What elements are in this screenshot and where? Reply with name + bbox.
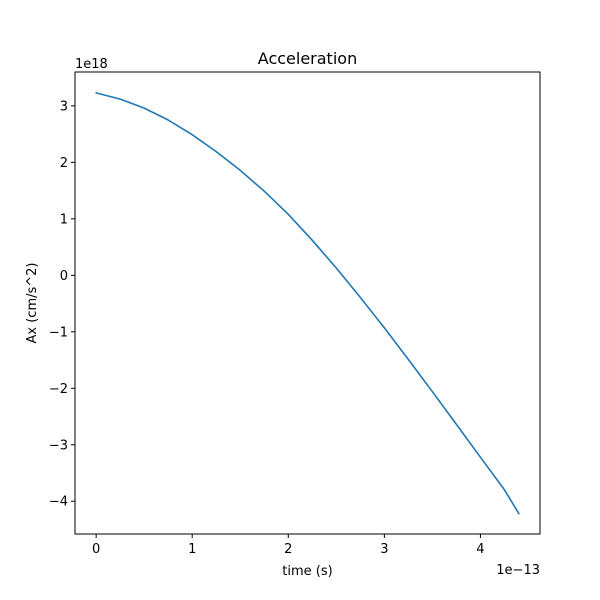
x-tick-label: 3	[380, 542, 388, 557]
y-tick-label: −4	[49, 495, 68, 510]
axes-frame	[74, 71, 541, 535]
x-offset-label: 1e−13	[496, 563, 540, 578]
y-tick-label: −3	[49, 438, 68, 453]
x-tick-label: 1	[188, 542, 196, 557]
series-line	[95, 92, 520, 515]
y-tick-label: 2	[60, 156, 68, 171]
y-axis-label: Ax (cm/s^2)	[25, 263, 40, 344]
y-offset-label: 1e18	[75, 57, 108, 72]
chart-title: Acceleration	[258, 49, 357, 68]
x-axis-label: time (s)	[282, 564, 332, 579]
line-layer	[95, 92, 520, 515]
y-tick-label: 3	[60, 99, 68, 114]
ticks-layer: 0 1 2 3 4 3 2 1 0 −1 −2 −3 −4	[49, 99, 485, 557]
y-tick-label: −2	[49, 382, 68, 397]
y-tick-label: 0	[60, 269, 68, 284]
y-tick-label: 1	[60, 212, 68, 227]
x-tick-label: 2	[284, 542, 292, 557]
x-tick-label: 4	[476, 542, 484, 557]
y-tick-label: −1	[49, 325, 68, 340]
x-tick-label: 0	[92, 542, 100, 557]
